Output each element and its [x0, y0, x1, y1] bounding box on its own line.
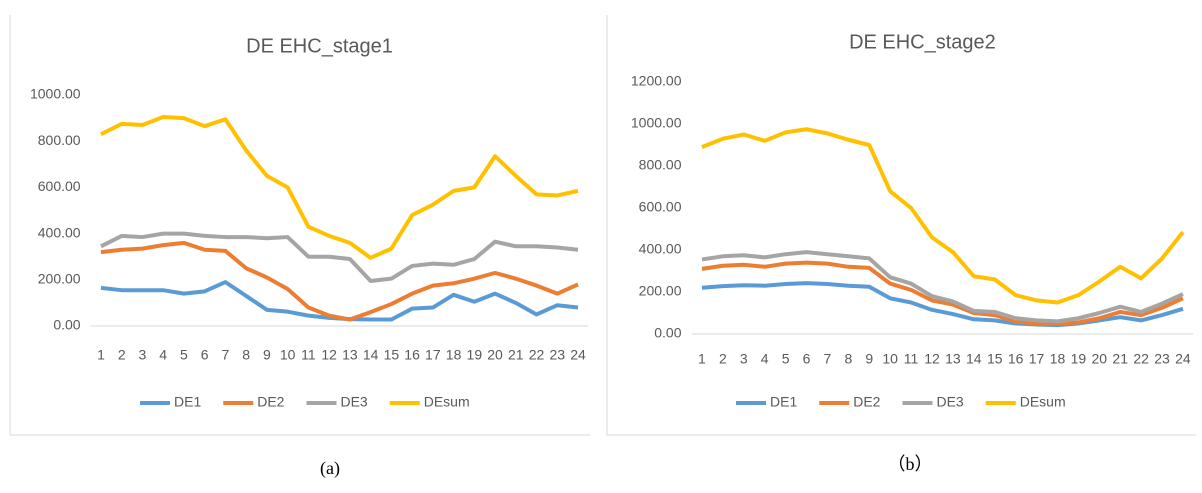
x-tick-label: 7	[222, 347, 230, 363]
x-tick-label: 2	[719, 351, 727, 367]
y-tick-label: 800.00	[38, 132, 81, 148]
x-tick-label: 9	[263, 347, 271, 363]
x-tick-label: 8	[242, 347, 250, 363]
x-tick-label: 17	[425, 347, 441, 363]
series-line	[100, 114, 579, 260]
y-tick-label: 1000.00	[30, 86, 81, 102]
series-line	[100, 240, 579, 322]
y-tick-label: 400.00	[38, 224, 81, 240]
x-tick-label: 6	[803, 351, 811, 367]
x-tick-label: 15	[384, 347, 400, 363]
legend-label: DE1	[174, 394, 201, 410]
x-tick-label: 1	[698, 351, 706, 367]
x-tick-label: 20	[1092, 351, 1108, 367]
x-tick-label: 21	[1112, 351, 1128, 367]
y-tick-label: 1000.00	[631, 115, 682, 131]
x-tick-label: 5	[180, 347, 188, 363]
y-tick-label: 200.00	[639, 283, 682, 299]
x-tick-label: 12	[321, 347, 337, 363]
x-tick-label: 6	[201, 347, 209, 363]
x-tick-label: 11	[301, 347, 316, 363]
x-tick-label: 17	[1029, 351, 1045, 367]
y-tick-label: 200.00	[38, 271, 81, 287]
x-tick-label: 15	[987, 351, 1003, 367]
series-line	[701, 260, 1184, 326]
x-tick-label: 20	[487, 347, 503, 363]
chart-title: DE EHC_stage1	[246, 35, 393, 57]
x-tick-label: 12	[924, 351, 940, 367]
x-tick-label: 13	[945, 351, 961, 367]
x-tick-label: 8	[844, 351, 852, 367]
x-tick-label: 23	[1154, 351, 1170, 367]
x-tick-label: 2	[118, 347, 126, 363]
series-line	[100, 280, 579, 322]
x-tick-label: 14	[363, 347, 379, 363]
y-tick-label: 600.00	[639, 199, 682, 215]
x-tick-label: 21	[508, 347, 524, 363]
x-tick-label: 4	[761, 351, 769, 367]
x-tick-label: 24	[570, 347, 586, 363]
legend-label: DEsum	[1020, 394, 1066, 410]
x-tick-label: 19	[1071, 351, 1087, 367]
x-tick-label: 10	[280, 347, 296, 363]
x-tick-label: 9	[865, 351, 873, 367]
legend-label: DE2	[257, 394, 284, 410]
x-tick-label: 1	[97, 347, 105, 363]
legend-label: DE3	[936, 394, 963, 410]
x-tick-label: 19	[467, 347, 483, 363]
x-tick-label: 22	[529, 347, 545, 363]
x-tick-label: 13	[342, 347, 358, 363]
caption: (a)	[320, 458, 340, 479]
x-tick-label: 23	[549, 347, 565, 363]
x-tick-label: 14	[966, 351, 982, 367]
y-tick-label: 0.00	[53, 317, 80, 333]
x-tick-label: 11	[904, 351, 919, 367]
y-tick-label: 800.00	[639, 157, 682, 173]
x-tick-label: 7	[824, 351, 832, 367]
caption: （b）	[888, 454, 933, 474]
legend-label: DEsum	[424, 394, 470, 410]
x-tick-label: 16	[1008, 351, 1024, 367]
x-tick-label: 4	[159, 347, 167, 363]
legend-label: DE3	[340, 394, 367, 410]
x-tick-label: 24	[1175, 351, 1191, 367]
series-line	[100, 231, 579, 283]
chart-title: DE EHC_stage2	[849, 31, 996, 53]
x-tick-label: 5	[782, 351, 790, 367]
series-line	[701, 127, 1185, 305]
x-tick-label: 3	[740, 351, 748, 367]
y-tick-label: 0.00	[654, 325, 681, 341]
x-tick-label: 22	[1133, 351, 1149, 367]
x-tick-label: 18	[1050, 351, 1066, 367]
y-tick-label: 1200.00	[631, 73, 682, 89]
legend-label: DE1	[770, 394, 797, 410]
y-tick-label: 400.00	[639, 241, 682, 257]
x-tick-label: 10	[882, 351, 898, 367]
x-tick-label: 3	[139, 347, 147, 363]
legend-label: DE2	[853, 394, 880, 410]
series-line	[701, 281, 1184, 328]
x-tick-label: 18	[446, 347, 462, 363]
x-tick-label: 16	[404, 347, 420, 363]
y-tick-label: 600.00	[38, 178, 81, 194]
series-line	[701, 250, 1184, 324]
